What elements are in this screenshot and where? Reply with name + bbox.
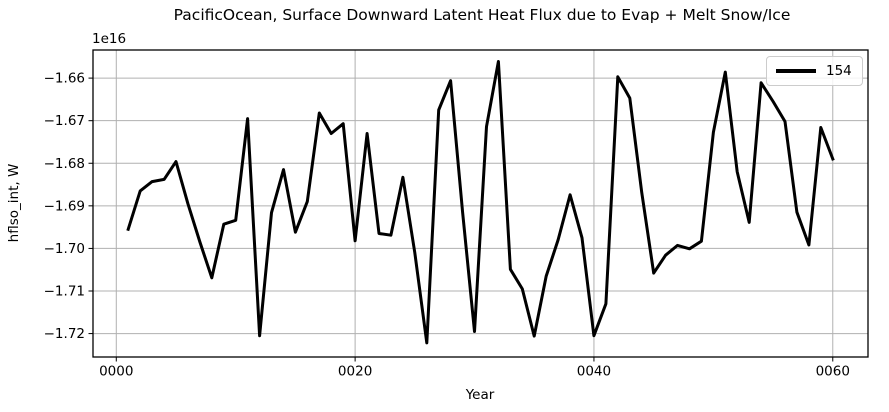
x-tick-label: 0020 [338, 364, 372, 380]
y-tick-label: −1.67 [44, 113, 85, 129]
y-tick-label: −1.68 [44, 156, 85, 172]
legend-line-sample [776, 69, 816, 73]
y-tick-label: −1.72 [44, 326, 85, 342]
y-axis-offset-label: 1e16 [92, 31, 127, 47]
y-tick-label: −1.71 [44, 284, 85, 300]
x-tick-label: 0060 [816, 364, 850, 380]
x-axis-label: Year [465, 387, 495, 403]
y-tick-label: −1.69 [44, 198, 85, 214]
axes-frame [92, 49, 869, 358]
y-axis-label: hflso_int, W [6, 163, 22, 243]
x-tick-label: 0000 [99, 364, 133, 380]
legend: 154 [766, 56, 863, 86]
y-tick-label: −1.70 [44, 241, 85, 257]
x-tick-label: 0040 [577, 364, 611, 380]
legend-entry-label: 154 [826, 63, 852, 79]
data-line-series-154 [126, 60, 835, 345]
y-tick-label: −1.66 [44, 71, 85, 87]
chart-title: PacificOcean, Surface Downward Latent He… [173, 6, 791, 24]
